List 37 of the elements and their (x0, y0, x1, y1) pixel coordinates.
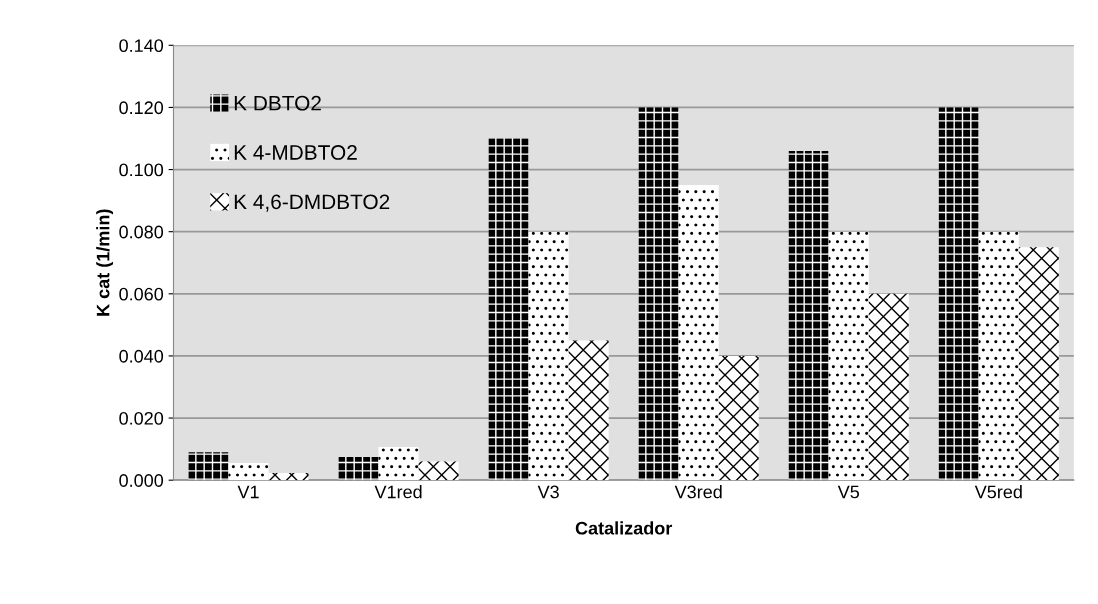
bar (378, 446, 419, 481)
bar (268, 473, 309, 481)
x-tick-label: V5red (974, 485, 1022, 499)
bar (978, 231, 1019, 481)
bar (1018, 247, 1059, 481)
x-axis-title: Catalizador (575, 521, 673, 535)
bar (228, 463, 269, 481)
y-tick-label: 0.080 (119, 225, 164, 239)
x-tick-label: V5 (837, 485, 860, 499)
bar (938, 107, 979, 481)
bar (418, 461, 459, 481)
bar (188, 452, 229, 481)
x-tick-label: V3 (537, 485, 559, 499)
bar (718, 355, 759, 481)
bar (488, 138, 529, 481)
legend-label: K 4-MDBTO2 (234, 145, 357, 160)
bar (338, 456, 379, 481)
y-tick-label: 0.020 (119, 411, 164, 425)
legend-label: K DBTO2 (234, 95, 321, 111)
x-tick-label: V1red (374, 485, 422, 499)
x-tick-label: V1 (237, 485, 259, 499)
bar (638, 107, 679, 481)
x-tick-label: V3red (674, 485, 722, 499)
y-tick-label: 0.100 (119, 163, 164, 177)
bar (678, 185, 719, 481)
bar (568, 340, 609, 481)
bar (788, 150, 829, 481)
y-tick-label: 0.120 (119, 101, 164, 115)
bar (868, 293, 909, 481)
bar (528, 231, 569, 481)
y-tick-label: 0.140 (119, 39, 164, 53)
y-axis-title: K cat (1/min) (96, 209, 114, 316)
y-tick-label: 0.060 (119, 287, 164, 301)
y-tick-label: 0.000 (119, 474, 164, 487)
legend-label: K 4,6-DMDBTO2 (234, 194, 390, 212)
bar (828, 231, 869, 481)
y-tick-label: 0.040 (119, 349, 164, 363)
